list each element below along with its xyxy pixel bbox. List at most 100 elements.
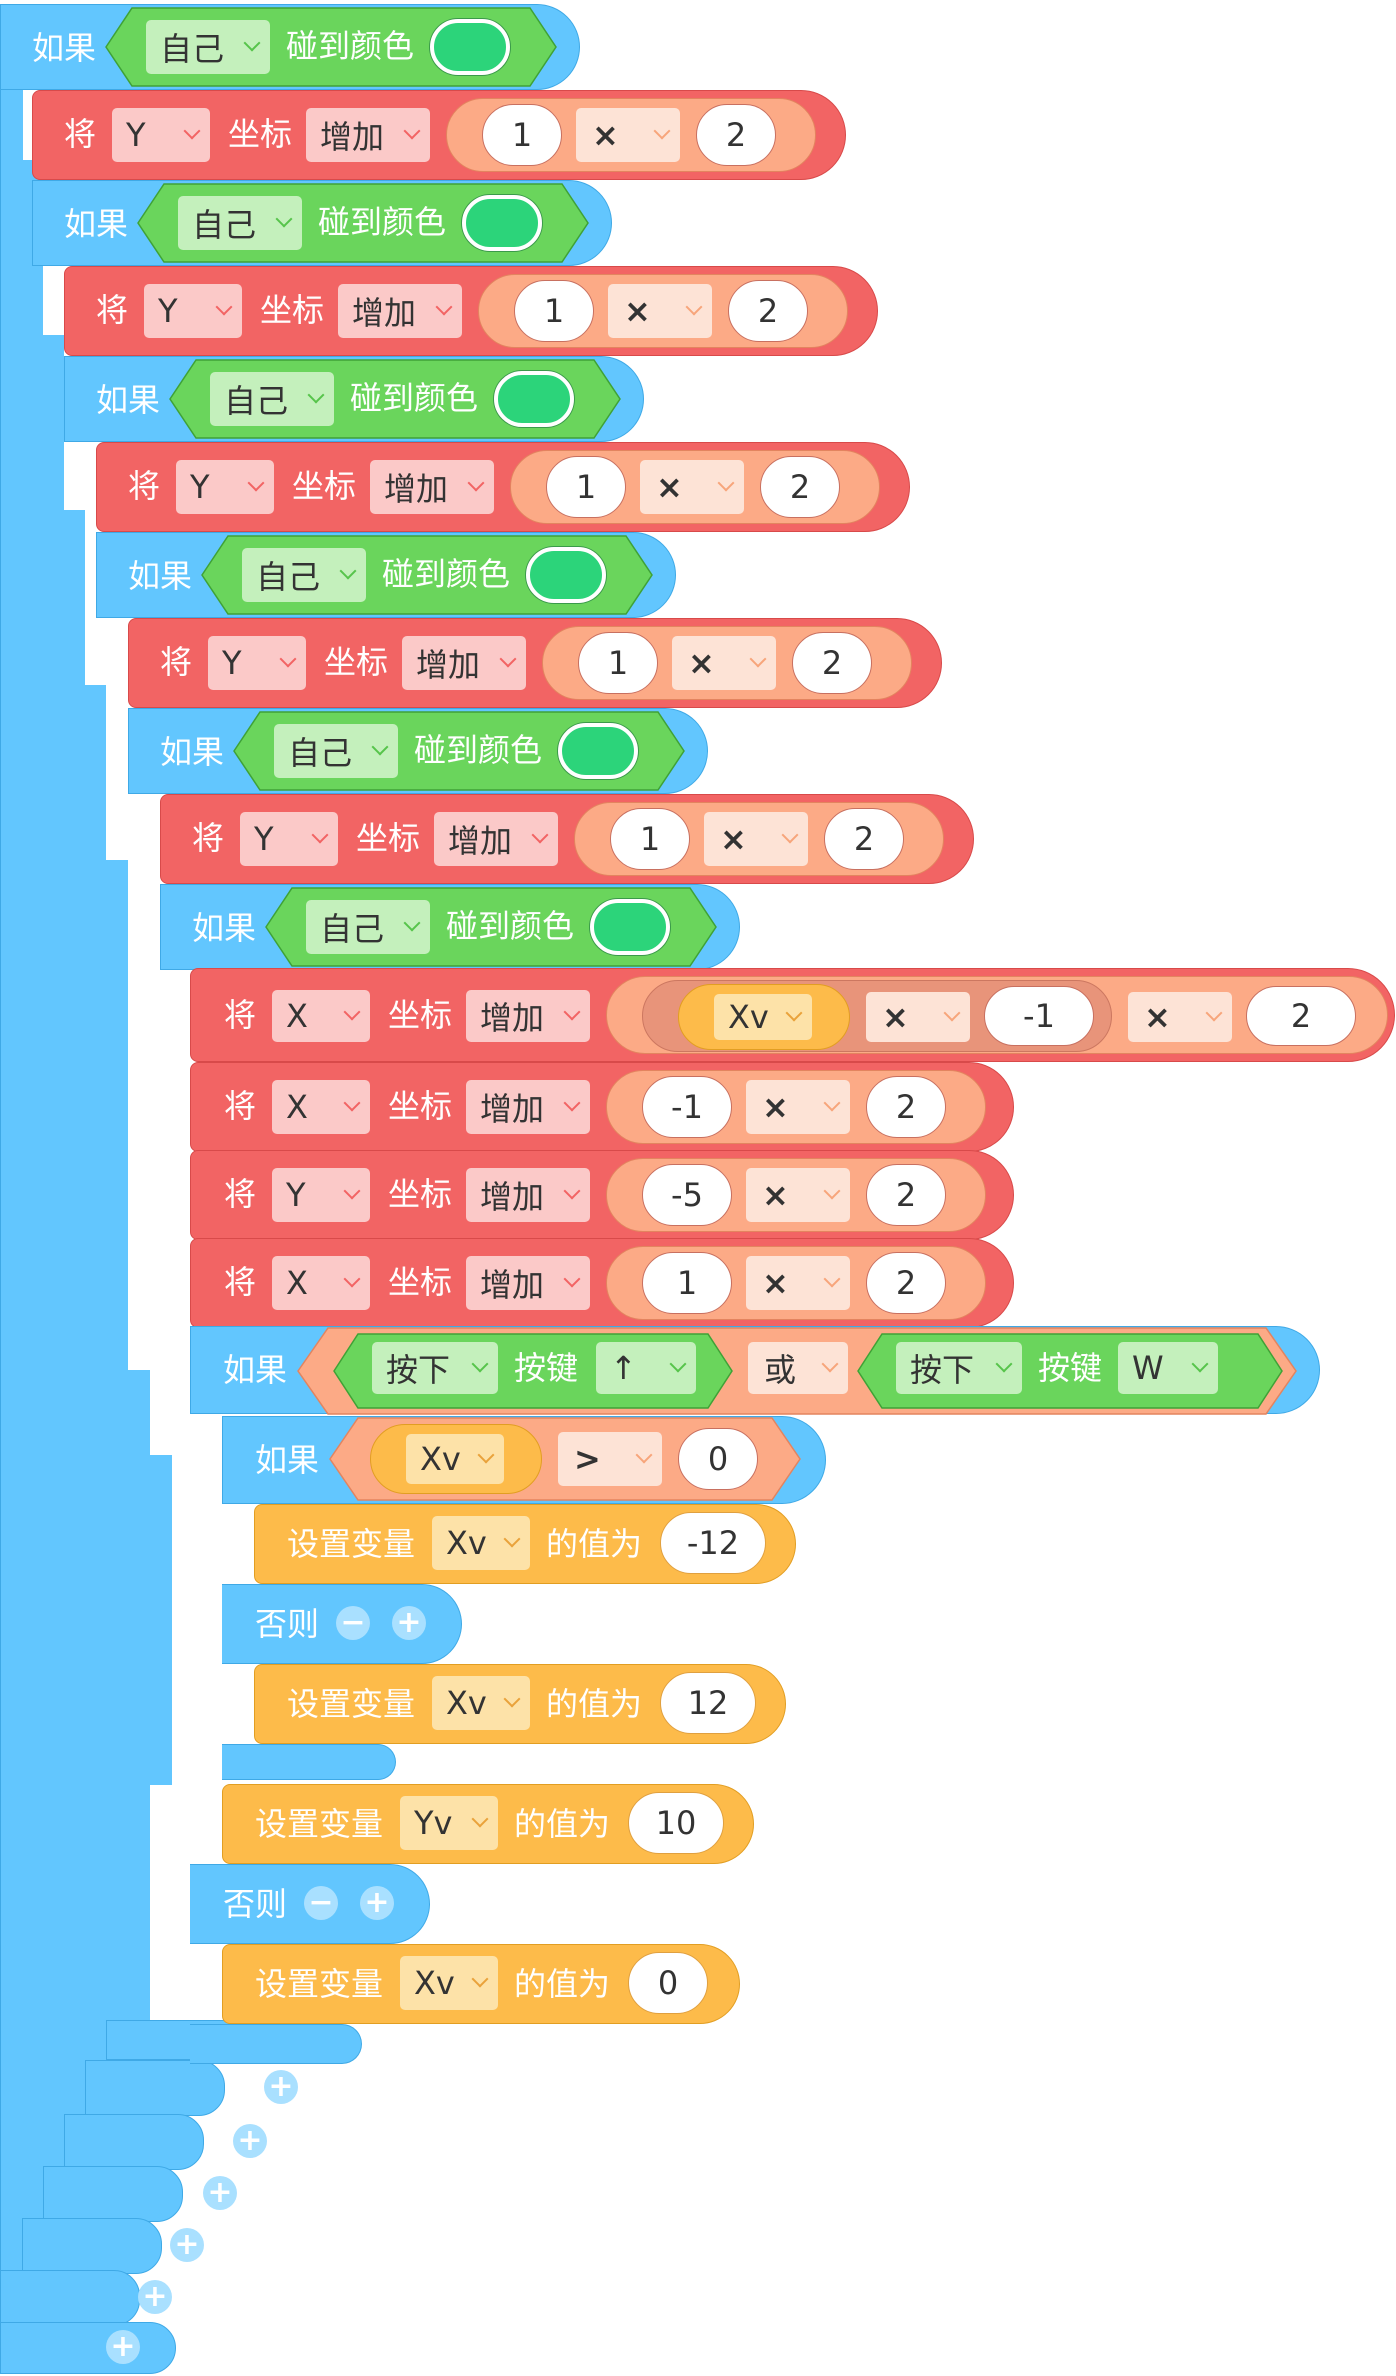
number-input[interactable]: 1 <box>578 632 658 694</box>
change-mode-dropdown[interactable]: 增加 <box>306 108 430 162</box>
plus-icon[interactable]: + <box>360 1886 394 1920</box>
number-input[interactable]: -12 <box>660 1512 766 1574</box>
operator-dropdown[interactable]: × <box>640 460 744 514</box>
operator-dropdown[interactable]: × <box>672 636 776 690</box>
chevron-down-icon <box>499 650 517 668</box>
operator-dropdown[interactable]: × <box>1128 992 1232 1042</box>
axis-dropdown[interactable]: Y <box>176 460 274 514</box>
number-input[interactable]: 2 <box>792 632 872 694</box>
sprite-dropdown[interactable]: 自己 <box>242 548 366 602</box>
change-mode-dropdown[interactable]: 增加 <box>466 1256 590 1310</box>
if-block-2-arm <box>22 160 43 2300</box>
number-input[interactable]: 2 <box>1246 986 1356 1046</box>
number-input[interactable]: 1 <box>482 104 562 166</box>
number-input[interactable]: 2 <box>866 1252 946 1314</box>
sprite-dropdown[interactable]: 自己 <box>210 372 334 426</box>
operator-dropdown[interactable]: × <box>608 284 712 338</box>
axis-dropdown[interactable]: Y <box>144 284 242 338</box>
change-mode-dropdown[interactable]: 增加 <box>466 990 590 1042</box>
minus-icon[interactable]: − <box>304 1886 338 1920</box>
change-mode-dropdown[interactable]: 增加 <box>434 812 558 866</box>
color-swatch[interactable] <box>430 19 510 75</box>
number-input[interactable]: 2 <box>866 1164 946 1226</box>
plus-icon[interactable]: + <box>264 2070 298 2104</box>
operator-dropdown[interactable]: × <box>746 1080 850 1134</box>
axis-dropdown[interactable]: Y <box>208 636 306 690</box>
if-block-4-arm <box>64 510 85 2190</box>
operator-dropdown[interactable]: × <box>576 108 680 162</box>
change-mode-dropdown[interactable]: 增加 <box>402 636 526 690</box>
axis-dropdown[interactable]: X <box>272 990 370 1042</box>
number-input[interactable]: 2 <box>866 1076 946 1138</box>
value-is-label: 的值为 <box>514 1805 611 1843</box>
logic-dropdown[interactable]: 或 <box>748 1342 848 1394</box>
sprite-dropdown[interactable]: 自己 <box>306 900 430 954</box>
axis-dropdown[interactable]: Y <box>240 812 338 866</box>
plus-icon[interactable]: + <box>392 1606 426 1640</box>
number-input[interactable]: 0 <box>678 1428 758 1490</box>
sprite-dropdown[interactable]: 自己 <box>146 20 270 74</box>
if-else-outer-arm <box>128 1370 150 2070</box>
set-prefix-label: 将 <box>224 996 257 1034</box>
key-dropdown[interactable]: W <box>1118 1342 1218 1394</box>
chevron-down-icon <box>279 650 297 668</box>
sprite-dropdown[interactable]: 自己 <box>274 724 398 778</box>
change-mode-dropdown[interactable]: 增加 <box>466 1168 590 1222</box>
else-label: 否则 <box>223 1885 288 1923</box>
operator-dropdown[interactable]: × <box>746 1256 850 1310</box>
press-dropdown[interactable]: 按下 <box>896 1342 1022 1394</box>
change-mode-dropdown[interactable]: 增加 <box>338 284 462 338</box>
chevron-down-icon <box>477 1446 495 1464</box>
variable-dropdown[interactable]: Xv <box>432 1676 530 1730</box>
number-input[interactable]: 10 <box>628 1792 724 1854</box>
variable-dropdown[interactable]: Xv <box>714 994 812 1040</box>
number-input[interactable]: 2 <box>760 456 840 518</box>
number-input[interactable]: -1 <box>984 986 1094 1046</box>
if-xv-bottom <box>222 1744 396 1780</box>
chevron-down-icon <box>781 826 799 844</box>
sprite-dropdown[interactable]: 自己 <box>178 196 302 250</box>
plus-icon[interactable]: + <box>138 2280 172 2314</box>
press-dropdown[interactable]: 按下 <box>372 1342 498 1394</box>
number-input[interactable]: 2 <box>728 280 808 342</box>
number-input[interactable]: -1 <box>642 1076 732 1138</box>
minus-icon[interactable]: − <box>336 1606 370 1640</box>
color-swatch[interactable] <box>462 195 542 251</box>
color-swatch[interactable] <box>526 547 606 603</box>
variable-dropdown[interactable]: Xv <box>406 1434 504 1484</box>
change-mode-dropdown[interactable]: 增加 <box>466 1080 590 1134</box>
variable-dropdown[interactable]: Yv <box>400 1796 498 1850</box>
variable-dropdown[interactable]: Xv <box>432 1516 530 1570</box>
compare-dropdown[interactable]: > <box>558 1432 662 1486</box>
plus-icon[interactable]: + <box>106 2330 140 2364</box>
chevron-down-icon <box>785 1004 803 1022</box>
number-input[interactable]: 0 <box>628 1952 708 2014</box>
number-input[interactable]: 1 <box>514 280 594 342</box>
plus-icon[interactable]: + <box>233 2124 267 2158</box>
axis-dropdown[interactable]: X <box>272 1256 370 1310</box>
number-input[interactable]: 1 <box>610 808 690 870</box>
number-input[interactable]: 2 <box>824 808 904 870</box>
number-input[interactable]: -5 <box>642 1164 732 1226</box>
axis-dropdown[interactable]: X <box>272 1080 370 1134</box>
axis-dropdown[interactable]: Y <box>112 108 210 162</box>
plus-icon[interactable]: + <box>203 2176 237 2210</box>
number-input[interactable]: 1 <box>546 456 626 518</box>
color-swatch[interactable] <box>494 371 574 427</box>
plus-icon[interactable]: + <box>170 2228 204 2262</box>
chevron-down-icon <box>563 1270 581 1288</box>
color-swatch[interactable] <box>590 899 670 955</box>
number-input[interactable]: 12 <box>660 1672 756 1734</box>
change-mode-dropdown[interactable]: 增加 <box>370 460 494 514</box>
variable-dropdown[interactable]: Xv <box>400 1956 498 2010</box>
operator-dropdown[interactable]: × <box>746 1168 850 1222</box>
chevron-down-icon <box>403 914 421 932</box>
axis-dropdown[interactable]: Y <box>272 1168 370 1222</box>
operator-dropdown[interactable]: × <box>866 992 970 1042</box>
number-input[interactable]: 2 <box>696 104 776 166</box>
chevron-down-icon <box>669 1355 687 1373</box>
operator-dropdown[interactable]: × <box>704 812 808 866</box>
key-dropdown[interactable]: ↑ <box>596 1342 696 1394</box>
color-swatch[interactable] <box>558 723 638 779</box>
number-input[interactable]: 1 <box>642 1252 732 1314</box>
